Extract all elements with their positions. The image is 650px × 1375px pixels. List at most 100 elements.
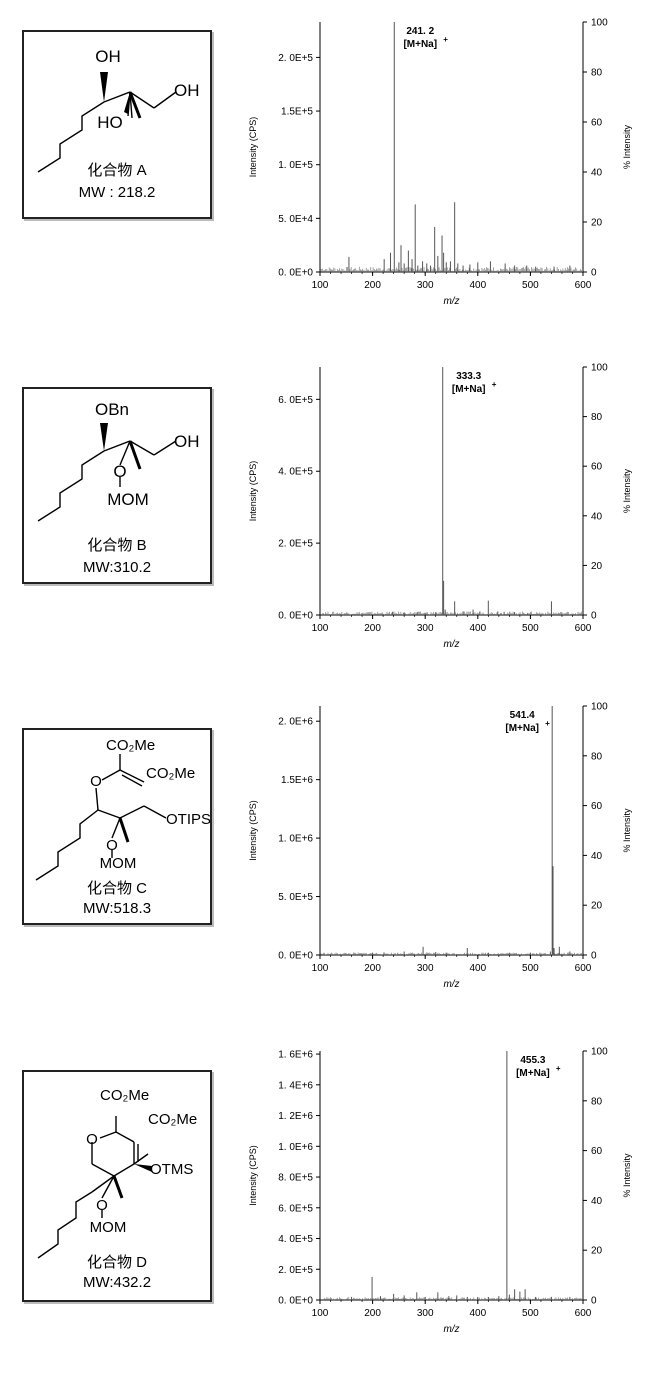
panel-b: OBn OH O MOM 化合物 B MW:310.2 0. 0E+0 2. 0E…	[0, 345, 650, 685]
wedge-bond	[124, 92, 130, 114]
x-tick-label: 200	[364, 1308, 381, 1319]
x-tick-label: 500	[522, 623, 539, 634]
y-tick-label: 2. 0E+5	[278, 539, 313, 550]
group-left: HO	[97, 113, 123, 132]
group-ester1: CO₂Me	[106, 737, 155, 754]
y2-tick-label: 100	[591, 18, 608, 29]
peak-annotation-ion: [M+Na]	[505, 723, 539, 734]
group-ester2: CO₂Me	[146, 765, 195, 782]
group-ester1: CO₂Me	[100, 1087, 149, 1104]
y-tick-label: 6. 0E+5	[278, 1203, 313, 1214]
y-axis-label: Intensity (CPS)	[248, 461, 258, 522]
y2-tick-label: 0	[591, 951, 597, 962]
x-axis-label: m/z	[443, 639, 459, 650]
y-tick-label: 2. 0E+6	[278, 717, 313, 728]
group-top: OBn	[95, 400, 129, 419]
structure-d: CO₂Me CO₂Me O OTMS O MOM	[37, 1087, 197, 1259]
y-tick-label: 0. 0E+0	[278, 611, 313, 622]
y2-tick-label: 100	[591, 1047, 608, 1058]
y-tick-label: 1. 0E+5	[278, 160, 313, 171]
y2-tick-label: 20	[591, 561, 603, 572]
x-tick-label: 100	[312, 963, 329, 974]
compound-mw: MW:518.3	[82, 900, 152, 917]
y-tick-label: 5. 0E+4	[278, 214, 313, 225]
chart-b: 0. 0E+0 2. 0E+5 4. 0E+5 6. 0E+5 0 20 40 60 80 100…	[248, 363, 632, 651]
x-tick-label: 300	[417, 1308, 434, 1319]
y2-tick-label: 60	[591, 1146, 603, 1157]
x-axis-label: m/z	[443, 296, 459, 307]
x-tick-label: 200	[364, 280, 381, 291]
group-bottom: MOM	[100, 855, 137, 872]
y-axis-label: Intensity (CPS)	[248, 117, 258, 178]
y2-axis-label: % Intensity	[622, 1153, 632, 1198]
y-tick-label: 1.5E+6	[281, 775, 313, 786]
x-tick-label: 400	[469, 963, 486, 974]
y2-tick-label: 40	[591, 511, 603, 522]
y-tick-label: 0. 0E+0	[278, 1296, 313, 1307]
y-tick-label: 1. 0E+6	[278, 834, 313, 845]
x-tick-label: 300	[417, 280, 434, 291]
group-right: OTMS	[150, 1161, 193, 1178]
peak-annotation-charge: +	[443, 35, 448, 44]
x-tick-label: 400	[469, 623, 486, 634]
y-tick-label: 5. 0E+5	[278, 892, 313, 903]
y-tick-label: 1.5E+5	[281, 107, 313, 118]
y-tick-label: 1. 4E+6	[278, 1080, 313, 1091]
compound-box-d: CO₂Me CO₂Me O OTMS O MOM 化合物 D MW:432.2	[22, 1070, 212, 1302]
x-tick-label: 300	[417, 963, 434, 974]
x-tick-label: 500	[522, 963, 539, 974]
y-tick-label: 4. 0E+5	[278, 467, 313, 478]
y2-tick-label: 80	[591, 751, 603, 762]
group-o2: O	[96, 1197, 108, 1214]
y2-axis-label: % Intensity	[622, 468, 632, 513]
y2-axis-label: % Intensity	[622, 124, 632, 169]
group-bottom: MOM	[107, 490, 149, 509]
y2-tick-label: 40	[591, 168, 603, 179]
peak-annotation-charge: +	[556, 1064, 561, 1073]
x-tick-label: 600	[575, 280, 592, 291]
compound-name: 化合物 A	[87, 162, 147, 179]
panel-a: OH OH HO 化合物 A MW : 218.2 0. 0E+0 5. 0E+4…	[0, 0, 650, 340]
group-ester2: CO₂Me	[148, 1111, 197, 1128]
x-tick-label: 500	[522, 1308, 539, 1319]
peak-annotation-ion: [M+Na]	[403, 39, 437, 50]
y2-tick-label: 0	[591, 611, 597, 622]
y-tick-label: 2. 0E+5	[278, 1265, 313, 1276]
y2-tick-label: 0	[591, 268, 597, 279]
chart-d: 0. 0E+0 2. 0E+5 4. 0E+5 6. 0E+5 8. 0E+5 1. 0E…	[248, 1047, 632, 1336]
peak-annotation-mz: 541.4	[510, 710, 535, 721]
compound-name: 化合物 D	[86, 1254, 147, 1271]
x-tick-label: 100	[312, 623, 329, 634]
group-right: OTIPS	[166, 811, 210, 828]
group-top: OH	[95, 47, 121, 66]
y-tick-label: 1. 6E+6	[278, 1050, 313, 1061]
group-right: OH	[174, 81, 200, 100]
x-tick-label: 400	[469, 1308, 486, 1319]
peak-annotation-mz: 241. 2	[406, 26, 434, 37]
y2-tick-label: 20	[591, 901, 603, 912]
peak-annotation-ion: [M+Na]	[516, 1068, 550, 1079]
x-tick-label: 400	[469, 280, 486, 291]
x-tick-label: 200	[364, 963, 381, 974]
y2-tick-label: 80	[591, 412, 603, 423]
x-tick-label: 500	[522, 280, 539, 291]
peak-annotation-charge: +	[492, 380, 497, 389]
wedge-bond	[134, 1164, 152, 1172]
y-tick-label: 0. 0E+0	[278, 951, 313, 962]
peak-annotation-charge: +	[545, 719, 550, 728]
structure-b: OBn OH O MOM	[37, 400, 200, 522]
wedge-bond	[100, 423, 108, 451]
y2-tick-label: 60	[591, 801, 603, 812]
wedge-bond	[100, 72, 108, 102]
x-tick-label: 100	[312, 280, 329, 291]
y2-tick-label: 60	[591, 118, 603, 129]
y-tick-label: 8. 0E+5	[278, 1173, 313, 1184]
compound-name: 化合物 B	[87, 537, 147, 554]
y-axis-label: Intensity (CPS)	[248, 800, 258, 861]
y2-tick-label: 40	[591, 851, 603, 862]
peak-annotation-mz: 333.3	[456, 371, 481, 382]
group-o: O	[86, 1131, 98, 1148]
y-tick-label: 6. 0E+5	[278, 395, 313, 406]
y2-tick-label: 60	[591, 462, 603, 473]
panel-c: CO₂Me CO₂Me O OTIPS O MOM 化合物 C MW:518.3…	[0, 690, 650, 1030]
